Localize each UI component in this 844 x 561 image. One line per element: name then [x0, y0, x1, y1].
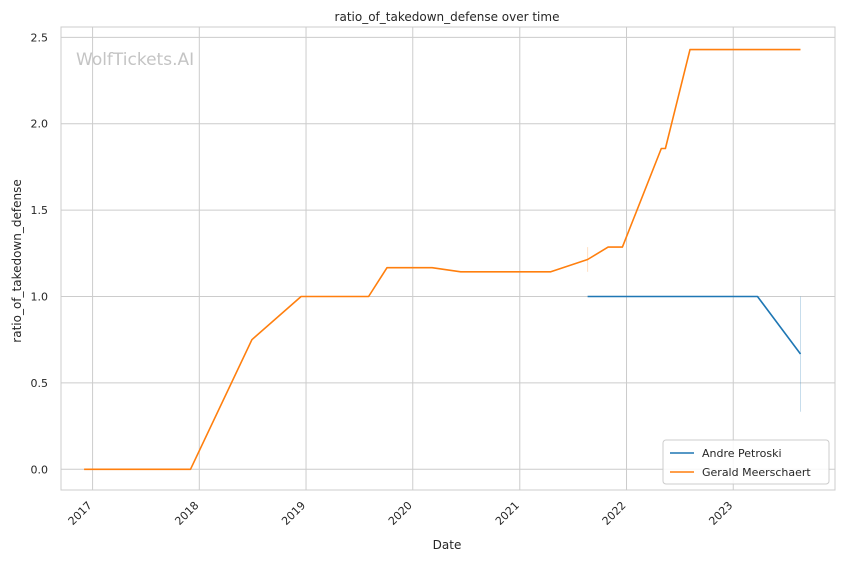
x-tick-label: 2018: [172, 499, 201, 528]
x-tick-label: 2023: [706, 499, 735, 528]
legend-label-andre-petroski: Andre Petroski: [702, 447, 782, 460]
x-tick-label: 2020: [386, 499, 415, 528]
watermark: WolfTickets.AI: [76, 50, 194, 70]
y-tick-label: 1.5: [31, 204, 49, 217]
chart-title: ratio_of_takedown_defense over time: [335, 10, 560, 24]
x-gridlines: [92, 27, 734, 490]
legend-label-gerald-meerschaert: Gerald Meerschaert: [702, 466, 811, 479]
series-line-andre-petroski: [587, 295, 802, 355]
x-tick-label: 2017: [66, 499, 95, 528]
plot-area: WolfTickets.AI: [60, 26, 836, 491]
series-line-gerald-meerschaert: [84, 48, 801, 471]
y-tick-label: 1.0: [31, 291, 49, 304]
x-axis-ticks: 2017 2018 2019 2020 2021 2022 2023: [66, 499, 736, 528]
plot-background: [60, 26, 836, 491]
y-axis-ticks: 0.0 0.5 1.0 1.5 2.0 2.5: [31, 31, 49, 476]
y-tick-label: 0.5: [31, 377, 49, 390]
x-axis-title: Date: [433, 538, 462, 552]
y-tick-label: 2.0: [31, 118, 49, 131]
x-tick-label: 2021: [493, 499, 522, 528]
legend-box: [662, 439, 830, 485]
x-tick-label: 2022: [600, 499, 629, 528]
y-tick-label: 0.0: [31, 463, 49, 476]
series-lines: [84, 48, 802, 471]
y-tick-label: 2.5: [31, 31, 49, 44]
y-axis-title: ratio_of_takedown_defense: [10, 179, 24, 342]
legend: Andre Petroski Gerald Meerschaert: [662, 439, 830, 485]
x-tick-label: 2019: [279, 499, 308, 528]
